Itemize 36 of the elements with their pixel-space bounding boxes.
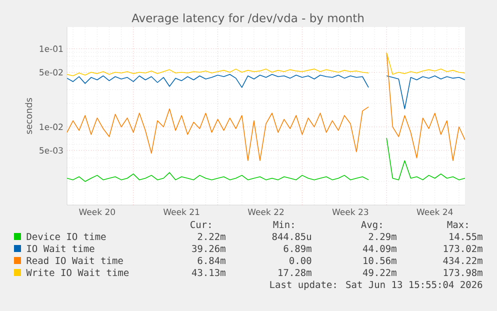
text: Min: bbox=[273, 220, 294, 228]
text: 2.22m bbox=[198, 232, 226, 240]
legend-label: Read IO Wait time bbox=[26, 256, 123, 264]
x-tick-label: Week 20 bbox=[79, 208, 115, 216]
text: 43.13m bbox=[192, 268, 226, 276]
text: 17.28m bbox=[278, 268, 312, 276]
y-tick-label: 5e-02 bbox=[40, 69, 63, 76]
y-tick-label: 1e-02 bbox=[40, 124, 63, 130]
text: 44.09m bbox=[362, 244, 396, 252]
text: 49.22m bbox=[362, 268, 396, 276]
legend-label: Write IO Wait time bbox=[26, 268, 129, 276]
y-tick-label: 5e-03 bbox=[40, 147, 63, 154]
text: 6.84m bbox=[198, 256, 226, 264]
text: Cur: bbox=[190, 220, 211, 228]
y-tick-label: 1e-01 bbox=[40, 46, 63, 52]
text: 173.02m bbox=[444, 244, 482, 252]
legend-label: Device IO time bbox=[26, 232, 106, 240]
text: 844.85u bbox=[272, 232, 311, 240]
text: Last update: Sat Jun 13 15:55:04 2026 bbox=[270, 280, 482, 290]
x-tick-label: Week 23 bbox=[332, 208, 368, 216]
text: 173.98m bbox=[444, 268, 482, 276]
legend-label: IO Wait time bbox=[27, 244, 94, 252]
text: Avg: bbox=[361, 221, 382, 230]
text: 6.89m bbox=[284, 244, 312, 252]
text: 2.29m bbox=[368, 232, 396, 240]
x-tick-label: Week 21 bbox=[163, 208, 200, 216]
text: 434.22m bbox=[443, 256, 482, 264]
chart-title: Average latency for /dev/vda - by month bbox=[132, 13, 364, 25]
text: 0.00 bbox=[290, 256, 312, 264]
x-tick-label: Week 22 bbox=[248, 208, 284, 216]
text: 14.55m bbox=[450, 233, 482, 240]
text: 39.26m bbox=[192, 244, 226, 252]
text: Max: bbox=[447, 221, 468, 228]
text: 10.56m bbox=[364, 256, 396, 264]
x-tick-label: Week 24 bbox=[416, 208, 453, 216]
y-axis-title: seconds bbox=[25, 98, 32, 134]
